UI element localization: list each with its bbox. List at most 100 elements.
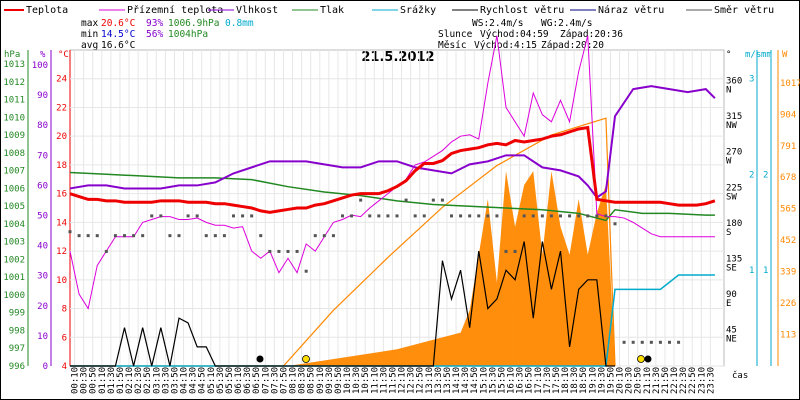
- stat-ws: WS:2.4m/s: [472, 18, 523, 29]
- series-smer-point: [613, 222, 617, 226]
- legend: Teplota Přízemní teplota Vlhkost Tlak Sr…: [4, 4, 774, 16]
- x-tick-label: 13:50: [443, 367, 453, 394]
- axis-direction-label: °: [726, 50, 731, 60]
- stat-max-label: max: [81, 18, 98, 29]
- series-solar-area: [70, 171, 615, 366]
- series-smer-point: [495, 214, 499, 218]
- series-smer-point: [268, 249, 272, 253]
- series-smer-point: [395, 214, 399, 218]
- direction-tick-compass: SE: [726, 263, 737, 273]
- celsius-tick-label: 4: [62, 362, 67, 372]
- stat-slunce-zapad: Západ:20:36: [560, 29, 623, 40]
- series-smer-point: [540, 214, 544, 218]
- series-smer-point: [368, 214, 372, 218]
- series-smer-point: [113, 234, 117, 238]
- x-tick-label: 22:10: [670, 367, 680, 394]
- ms-tick-label: 1: [749, 266, 754, 276]
- stat-max-press: 1006.9hPa: [168, 18, 219, 29]
- x-tick-label: 22:30: [679, 367, 689, 394]
- legend-rychlost: Rychlost větru: [480, 4, 564, 16]
- legend-vlhkost: Vlhkost: [236, 5, 278, 16]
- series-smer-point: [531, 214, 535, 218]
- x-tick-label: 02:10: [125, 367, 135, 394]
- x-tick-label: 11:30: [379, 367, 389, 394]
- series-smer-point: [341, 214, 344, 218]
- series-smer-point: [68, 230, 72, 234]
- series-smer-point: [504, 249, 508, 253]
- wm2-tick-label: 452: [780, 236, 796, 246]
- moonset-marker: [644, 355, 652, 363]
- x-tick-label: 11:10: [370, 367, 380, 394]
- axis-percent-label: %: [40, 50, 46, 60]
- hpa-tick-label: 1003: [3, 238, 25, 248]
- direction-tick-label: 270: [726, 148, 742, 158]
- x-tick-label: 09:10: [316, 367, 326, 394]
- x-tick-label: 09:30: [325, 367, 335, 394]
- x-tick-label: 21:10: [643, 367, 653, 394]
- wm2-tick-label: 678: [780, 173, 796, 183]
- series-smer-point: [568, 214, 572, 218]
- series-smer-point: [313, 234, 317, 238]
- series-smer-point: [549, 214, 553, 218]
- series-smer-point: [132, 234, 136, 238]
- series-smer-point: [404, 198, 408, 202]
- stat-mesic-vychod: Východ:4:15: [474, 40, 537, 51]
- series-teplota-line: [69, 125, 716, 214]
- x-tick-label: 13:10: [425, 367, 435, 394]
- axis-ticks: 00:10 00:30 00:50 01:10 01:30 01:50 02:10 02:30…: [3, 60, 800, 394]
- celsius-tick-label: 16: [56, 190, 67, 200]
- x-axis-label: čas: [732, 370, 748, 381]
- x-tick-label: 14:30: [461, 367, 471, 394]
- x-tick-label: 20:30: [625, 367, 635, 394]
- series-smer-point: [631, 340, 635, 344]
- axis-hpa-label: hPa: [4, 50, 20, 60]
- series-smer-point: [232, 214, 235, 218]
- x-tick-label: 20:10: [616, 367, 626, 394]
- series-smer-point: [150, 214, 154, 218]
- series-smer-point: [159, 214, 163, 218]
- x-tick-label: 14:50: [470, 367, 480, 394]
- series-smer-point: [95, 234, 99, 238]
- axis-celsius-label: °C: [58, 50, 69, 60]
- hpa-tick-label: 1013: [3, 60, 25, 70]
- stats-block: max 20.6°C 93% 1006.9hPa 0.8mm min 14.5°…: [81, 18, 623, 51]
- direction-tick-compass: W: [726, 157, 732, 167]
- grid: [70, 50, 724, 367]
- x-tick-label: 05:10: [207, 367, 217, 394]
- stat-min-label: min: [81, 29, 98, 40]
- stat-max-temp: 20.6°C: [101, 18, 135, 29]
- stat-slunce-label: Slunce: [438, 29, 473, 40]
- series-smer-point: [250, 214, 254, 218]
- x-tick-label: 15:10: [479, 367, 489, 394]
- series-smer-point: [522, 214, 526, 218]
- direction-tick-label: 315: [726, 112, 742, 122]
- series-srazky-line: [70, 274, 715, 367]
- x-tick-label: 07:50: [279, 367, 289, 394]
- series-smer-point: [186, 214, 190, 218]
- celsius-tick-label: 18: [56, 161, 67, 171]
- x-tick-label: 19:50: [606, 367, 616, 394]
- series-smer-point: [622, 340, 626, 344]
- x-tick-label: 08:30: [298, 367, 308, 394]
- hpa-tick-label: 1010: [3, 113, 25, 123]
- celsius-tick-label: 6: [62, 333, 67, 343]
- series-smer-point: [350, 214, 354, 218]
- x-tick-label: 18:50: [579, 367, 589, 394]
- x-tick-label: 08:10: [289, 367, 299, 394]
- stat-max-hum: 93%: [146, 18, 163, 29]
- stat-wg: WG:2.4m/s: [541, 18, 592, 29]
- x-tick-label: 06:50: [252, 367, 262, 394]
- stat-min-press: 1004hPa: [168, 29, 208, 40]
- series-smer-point: [513, 249, 517, 253]
- x-tick-label: 20:50: [634, 367, 644, 394]
- x-tick-label: 05:30: [216, 367, 226, 394]
- series-smer-point: [640, 340, 644, 344]
- hpa-tick-label: 996: [9, 362, 25, 372]
- direction-tick-compass: NE: [726, 334, 737, 344]
- series-smer-point: [222, 234, 226, 238]
- series-smer-point: [204, 234, 208, 238]
- x-tick-label: 03:10: [152, 367, 162, 394]
- direction-tick-compass: NW: [726, 121, 737, 131]
- series-smer-point: [86, 234, 90, 238]
- wm2-tick-label: 1017: [780, 79, 800, 89]
